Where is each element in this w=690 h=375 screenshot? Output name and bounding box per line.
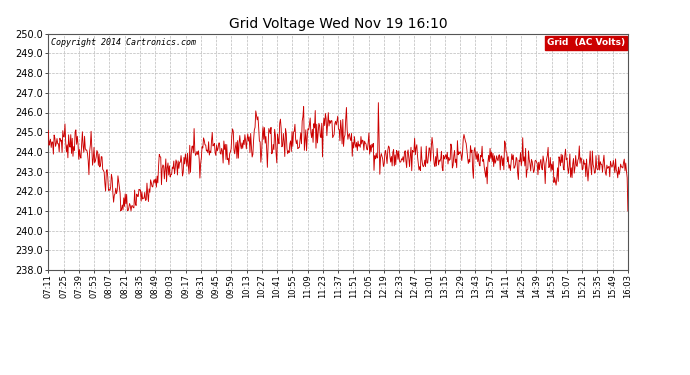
- Text: Copyright 2014 Cartronics.com: Copyright 2014 Cartronics.com: [51, 39, 196, 48]
- Text: Grid  (AC Volts): Grid (AC Volts): [547, 39, 625, 48]
- Title: Grid Voltage Wed Nov 19 16:10: Grid Voltage Wed Nov 19 16:10: [229, 17, 447, 31]
